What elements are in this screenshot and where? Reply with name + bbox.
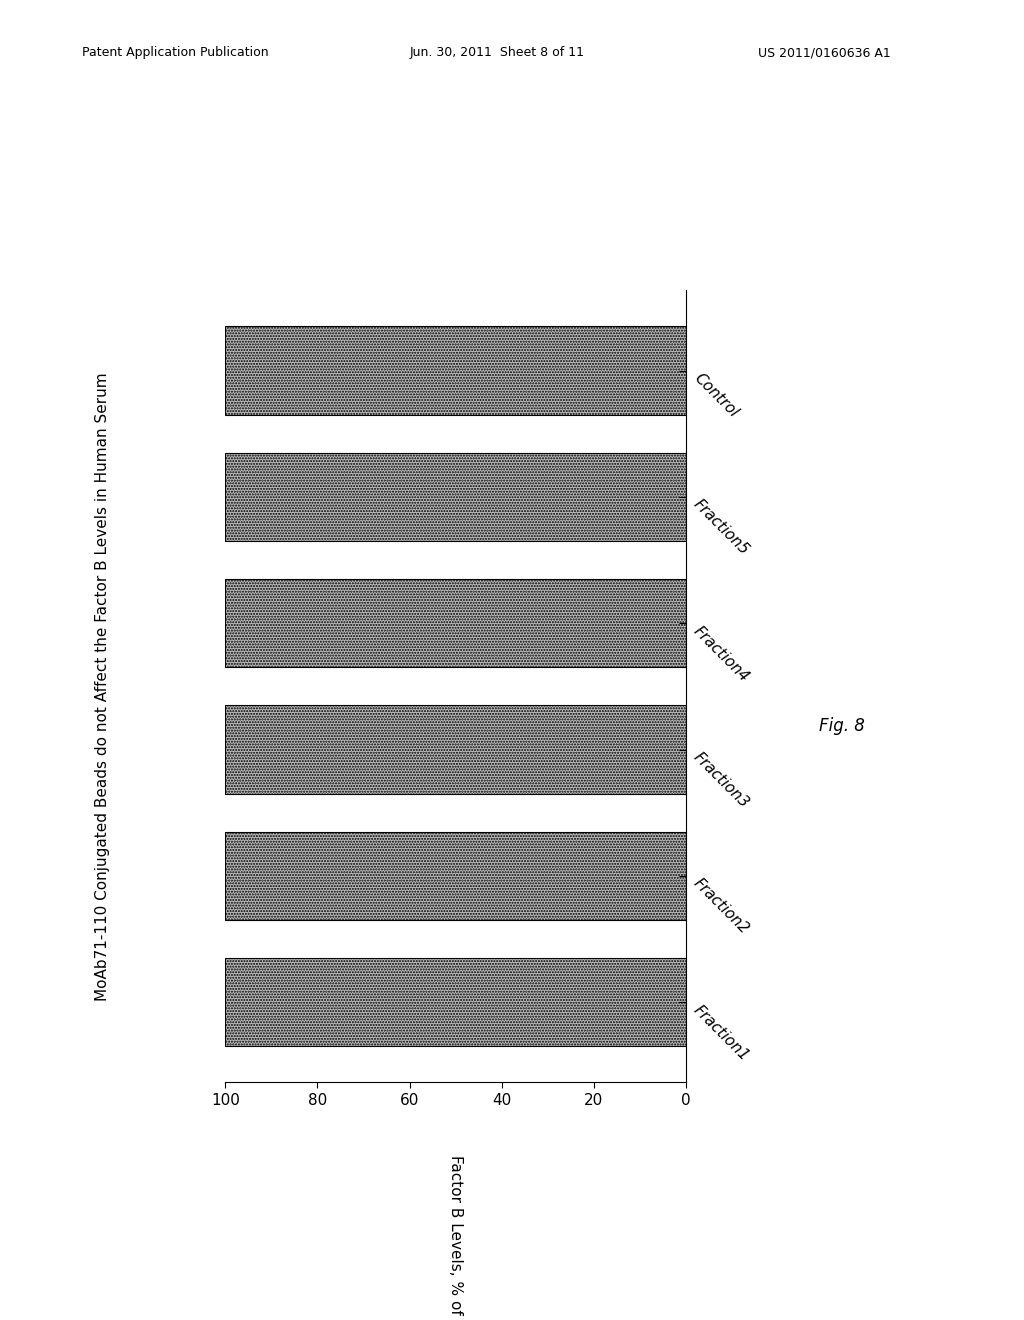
Text: Jun. 30, 2011  Sheet 8 of 11: Jun. 30, 2011 Sheet 8 of 11	[410, 46, 585, 59]
Bar	[225, 453, 686, 541]
Text: Patent Application Publication: Patent Application Publication	[82, 46, 268, 59]
Bar	[225, 705, 686, 793]
Bar	[225, 326, 686, 414]
Text: Factor B Levels, % of Control: Factor B Levels, % of Control	[449, 1155, 463, 1320]
Bar	[225, 832, 686, 920]
Bar	[225, 958, 686, 1047]
Bar	[225, 579, 686, 668]
Text: MoAb71-110 Conjugated Beads do not Affect the Factor B Levels in Human Serum: MoAb71-110 Conjugated Beads do not Affec…	[95, 372, 110, 1001]
Text: US 2011/0160636 A1: US 2011/0160636 A1	[758, 46, 891, 59]
Text: Fig. 8: Fig. 8	[819, 717, 865, 735]
